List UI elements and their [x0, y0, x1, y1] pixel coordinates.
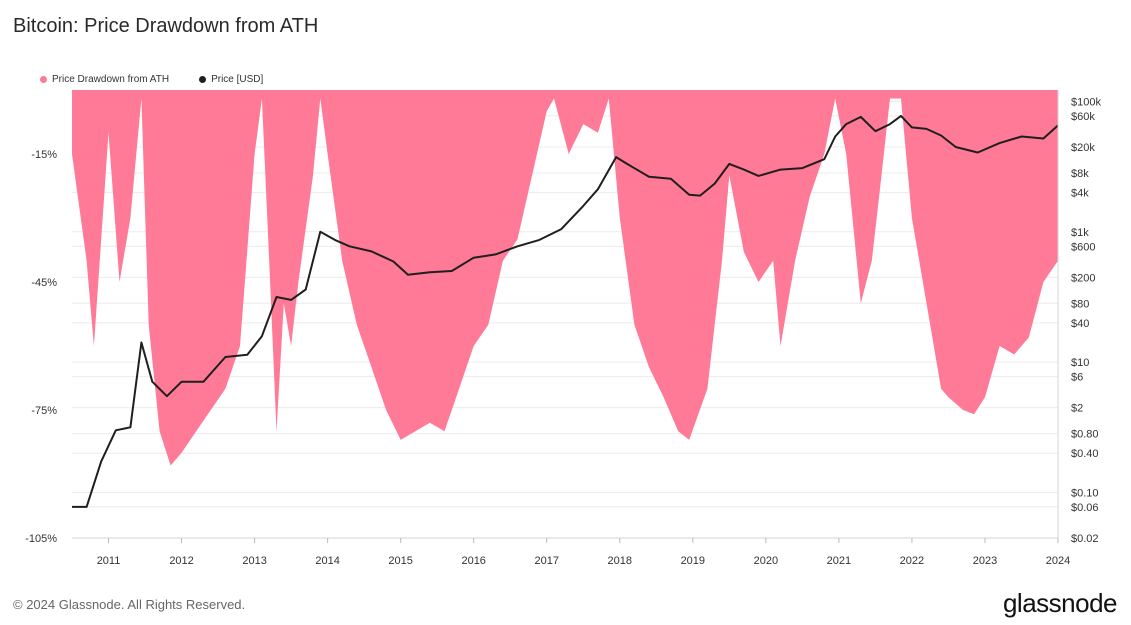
drawdown-area	[72, 90, 1058, 466]
x-tick-label-2012: 2012	[169, 555, 193, 567]
right-tick-label-12: $2	[1071, 403, 1083, 415]
x-tick-label-2024: 2024	[1046, 555, 1070, 567]
right-axis-ticks: $100k $60k $20k $8k $4k $1k $600 $200 $80 $40 $10 $…	[1071, 96, 1101, 545]
right-tick-label-9: $40	[1071, 318, 1089, 330]
x-tick-label-2015: 2015	[388, 555, 412, 567]
right-tick-label-10: $10	[1071, 357, 1089, 369]
left-tick-label-0: -15%	[31, 149, 57, 161]
legend-item-price[interactable]: Price [USD]	[199, 74, 263, 85]
right-tick-label-6: $600	[1071, 241, 1095, 253]
right-tick-label-0: $100k	[1071, 96, 1101, 108]
x-tick-label-2018: 2018	[608, 555, 632, 567]
left-tick-label-1: -45%	[31, 277, 57, 289]
x-tick-label-2011: 2011	[97, 555, 121, 567]
legend: Price Drawdown from ATH Price [USD]	[40, 74, 263, 85]
right-tick-label-11: $6	[1071, 372, 1083, 384]
x-tick-label-2017: 2017	[534, 555, 558, 567]
legend-swatch-drawdown	[40, 76, 47, 83]
x-tick-label-2019: 2019	[681, 555, 705, 567]
right-tick-label-4: $4k	[1071, 188, 1089, 200]
x-tick-label-2020: 2020	[754, 555, 778, 567]
right-tick-label-3: $8k	[1071, 168, 1089, 180]
right-tick-label-2: $20k	[1071, 142, 1095, 154]
x-tick-label-2016: 2016	[461, 555, 485, 567]
legend-swatch-price	[199, 76, 207, 83]
right-tick-label-1: $60k	[1071, 111, 1095, 123]
right-tick-label-7: $200	[1071, 272, 1095, 284]
right-tick-label-13: $0.80	[1071, 429, 1099, 441]
legend-label-drawdown: Price Drawdown from ATH	[52, 74, 170, 85]
right-tick-label-16: $0.06	[1071, 502, 1099, 514]
x-tick-label-2022: 2022	[900, 555, 924, 567]
x-tick-label-2023: 2023	[973, 555, 997, 567]
left-axis-ticks: -15% -45% -75% -105%	[25, 149, 57, 545]
right-tick-label-17: $0.02	[1071, 533, 1099, 545]
x-axis-ticks: 2011 2012 2013 2014 2015 2016 2017 2018 2019 2020…	[72, 537, 1070, 567]
right-tick-label-14: $0.40	[1071, 448, 1099, 460]
glassnode-logo: glassnode	[1002, 588, 1118, 618]
chart-title: Bitcoin: Price Drawdown from ATH	[13, 15, 319, 37]
x-tick-label-2014: 2014	[315, 555, 339, 567]
right-tick-label-15: $0.10	[1071, 487, 1099, 499]
x-tick-label-2021: 2021	[827, 555, 851, 567]
right-tick-label-5: $1k	[1071, 227, 1089, 239]
right-tick-label-8: $80	[1071, 298, 1089, 310]
left-tick-label-3: -105%	[25, 533, 57, 545]
price-line	[72, 114, 1059, 508]
left-tick-label-2: -75%	[31, 405, 57, 417]
legend-label-price: Price [USD]	[211, 74, 264, 85]
legend-item-drawdown[interactable]: Price Drawdown from ATH	[40, 74, 169, 85]
copyright-footer: © 2024 Glassnode. All Rights Reserved.	[13, 597, 246, 612]
x-tick-label-2013: 2013	[242, 555, 266, 567]
